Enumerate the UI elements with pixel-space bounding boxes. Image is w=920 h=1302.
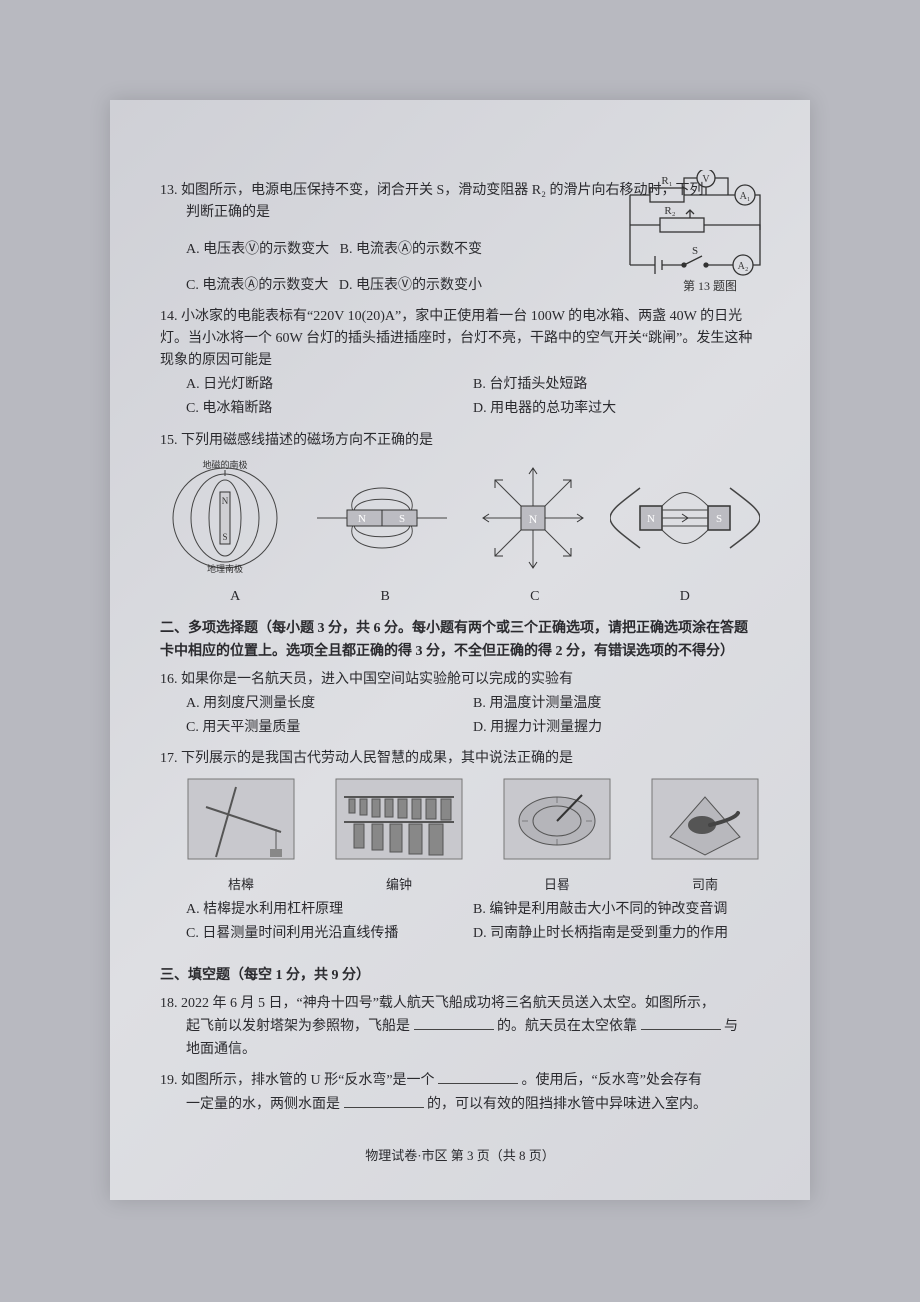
q15-figures: 地磁的南极 N S 地理南极 — [160, 458, 760, 584]
q17-fig-bianzhong: 编钟 — [334, 777, 464, 896]
q17-stem: 下列展示的是我国古代劳动人民智慧的成果，其中说法正确的是 — [181, 751, 573, 766]
q15-figA: 地磁的南极 N S 地理南极 — [160, 458, 290, 584]
q15-label-D: D — [680, 586, 690, 608]
q15-figC: N — [473, 458, 593, 584]
q19-line2: 一定量的水，两侧水面是 的，可以有效的阻挡排水管中异味进入室内。 — [186, 1093, 760, 1116]
svg-text:N: N — [647, 513, 655, 525]
question-16: 16. 如果你是一名航天员，进入中国空间站实验舱可以完成的实验有 A. 用刻度尺… — [160, 669, 760, 740]
question-19: 19. 如图所示，排水管的 U 形“反水弯”是一个 。使用后，“反水弯”处会存有… — [160, 1069, 760, 1116]
q18-blank-1[interactable] — [414, 1015, 494, 1030]
q18-t2: 起飞前以发射塔架为参照物，飞船是 — [186, 1019, 410, 1034]
svg-text:地理南极: 地理南极 — [207, 563, 243, 574]
q14-optD: D. 用电器的总功率过大 — [473, 397, 760, 421]
q14-optC: C. 电冰箱断路 — [186, 397, 473, 421]
label-S: S — [692, 245, 698, 257]
q17-figures: 桔槔 编钟 — [186, 777, 760, 896]
svg-text:S: S — [399, 513, 405, 525]
q13-circuit-figure: R₁ V A₁ R₂ — [620, 170, 770, 300]
question-18: 18. 2022 年 6 月 5 日，“神舟十四号”载人航天飞船成功将三名航天员… — [160, 993, 760, 1061]
q19-blank-1[interactable] — [438, 1069, 518, 1084]
q15-label-A: A — [230, 586, 240, 608]
question-14: 14. 小冰家的电能表标有“220V 10(20)A”，家中正使用着一台 100… — [160, 306, 760, 422]
q17-cap3: 日晷 — [502, 875, 612, 896]
q17-fig-rigui: 日晷 — [502, 777, 612, 896]
q17-optB: B. 编钟是利用敲击大小不同的钟改变音调 — [473, 898, 760, 922]
q13-optA: A. 电压表Ⓥ的示数变大 — [186, 242, 329, 257]
q16-optA: A. 用刻度尺测量长度 — [186, 692, 473, 716]
q17-cap2: 编钟 — [334, 875, 464, 896]
q18-t5: 地面通信。 — [186, 1039, 760, 1061]
svg-text:N: N — [358, 513, 366, 525]
q15-figB: N S — [307, 458, 457, 584]
q17-number: 17. — [160, 751, 178, 766]
q17-optD: D. 司南静止时长柄指南是受到重力的作用 — [473, 922, 760, 946]
q18-blank-2[interactable] — [641, 1015, 721, 1030]
q19-t4: 的，可以有效的阻挡排水管中异味进入室内。 — [427, 1097, 707, 1112]
q15-figD: N S — [610, 458, 760, 584]
question-17: 17. 下列展示的是我国古代劳动人民智慧的成果，其中说法正确的是 桔槔 — [160, 748, 760, 946]
q13-number: 13. — [160, 183, 178, 198]
q15-label-C: C — [530, 586, 539, 608]
q16-number: 16. — [160, 672, 178, 687]
q17-optC: C. 日晷测量时间利用光沿直线传播 — [186, 922, 473, 946]
q13-figure-caption: 第 13 题图 — [683, 279, 737, 293]
section-3-title: 三、填空题（每空 1 分，共 9 分） — [160, 965, 760, 987]
q19-blank-2[interactable] — [344, 1093, 424, 1108]
q19-number: 19. — [160, 1073, 178, 1088]
q18-number: 18. — [160, 996, 178, 1011]
label-V: V — [702, 174, 710, 185]
q19-t2: 。使用后，“反水弯”处会存有 — [522, 1073, 702, 1088]
q14-optB: B. 台灯插头处短路 — [473, 373, 760, 397]
q13-optB: B. 电流表Ⓐ的示数不变 — [340, 242, 482, 257]
label-R1: R₁ — [661, 175, 672, 187]
q18-t3: 的。航天员在太空依靠 — [497, 1019, 637, 1034]
q18-line2: 起飞前以发射塔架为参照物，飞船是 的。航天员在太空依靠 与 — [186, 1015, 760, 1038]
q15-number: 15. — [160, 433, 178, 448]
q17-fig-sinan: 司南 — [650, 777, 760, 896]
q14-stem: 小冰家的电能表标有“220V 10(20)A”，家中正使用着一台 100W 的电… — [160, 309, 752, 369]
label-A1: A₁ — [740, 191, 751, 202]
section-2-title: 二、多项选择题（每小题 3 分，共 6 分。每小题有两个或三个正确选项，请把正确… — [160, 618, 760, 663]
q17-fig-jiegao: 桔槔 — [186, 777, 296, 896]
q17-cap4: 司南 — [650, 875, 760, 896]
q16-optB: B. 用温度计测量温度 — [473, 692, 760, 716]
q15-option-labels: A B C D — [160, 586, 760, 608]
q15-stem: 下列用磁感线描述的磁场方向不正确的是 — [181, 433, 433, 448]
q17-options: A. 桔槔提水利用杠杆原理 B. 编钟是利用敲击大小不同的钟改变音调 C. 日晷… — [186, 898, 760, 947]
q14-options: A. 日光灯断路 B. 台灯插头处短路 C. 电冰箱断路 D. 用电器的总功率过… — [186, 373, 760, 422]
q16-stem: 如果你是一名航天员，进入中国空间站实验舱可以完成的实验有 — [181, 672, 573, 687]
question-13: R₁ V A₁ R₂ — [160, 180, 760, 298]
q16-optD: D. 用握力计测量握力 — [473, 716, 760, 740]
question-15: 15. 下列用磁感线描述的磁场方向不正确的是 地磁的南极 N S 地理南极 — [160, 430, 760, 609]
q14-number: 14. — [160, 309, 178, 324]
q17-cap1: 桔槔 — [186, 875, 296, 896]
q14-optA: A. 日光灯断路 — [186, 373, 473, 397]
exam-page: R₁ V A₁ R₂ — [110, 100, 810, 1200]
page-footer: 物理试卷·市区 第 3 页（共 8 页） — [160, 1146, 760, 1167]
svg-text:N: N — [529, 512, 538, 526]
label-R2: R₂ — [664, 205, 675, 217]
q19-t1: 如图所示，排水管的 U 形“反水弯”是一个 — [181, 1073, 435, 1088]
label-A2: A₂ — [738, 261, 749, 272]
q16-options: A. 用刻度尺测量长度 B. 用温度计测量温度 C. 用天平测量质量 D. 用握… — [186, 692, 760, 741]
q19-t3: 一定量的水，两侧水面是 — [186, 1097, 340, 1112]
q15-label-B: B — [381, 586, 390, 608]
svg-text:S: S — [716, 513, 722, 525]
q18-t4: 与 — [724, 1019, 738, 1034]
svg-text:S: S — [222, 532, 227, 542]
q13-optC: C. 电流表Ⓐ的示数变大 — [186, 278, 328, 293]
q17-optA: A. 桔槔提水利用杠杆原理 — [186, 898, 473, 922]
q18-t1: 2022 年 6 月 5 日，“神舟十四号”载人航天飞船成功将三名航天员送入太空… — [181, 996, 715, 1011]
q13-optD: D. 电压表Ⓥ的示数变小 — [339, 278, 482, 293]
svg-text:N: N — [222, 496, 229, 506]
q16-optC: C. 用天平测量质量 — [186, 716, 473, 740]
